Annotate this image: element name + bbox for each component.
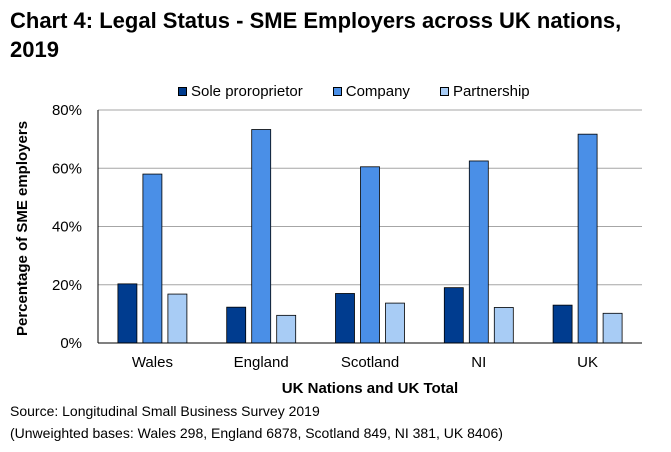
legend-label-sole-proprietor: Sole proroprietor: [191, 82, 303, 100]
y-tick-label-80: 80%: [52, 102, 82, 119]
legend-item-company: Company: [332, 82, 410, 100]
legend-swatch-sole-proprietor: [178, 86, 187, 96]
bar-sole-proroprietor-ni: [443, 287, 464, 344]
legend-label-partnership: Partnership: [452, 82, 530, 100]
chart-legend: Sole proroprietor Company Partnership: [178, 81, 560, 101]
x-axis-title: UK Nations and UK Total: [282, 380, 458, 397]
x-tick-label-uk: UK: [577, 354, 598, 371]
bar-partnership-ni: [493, 307, 514, 344]
bar-company-wales: [142, 173, 163, 344]
legend-swatch-company: [332, 86, 342, 96]
source-note: Source: Longitudinal Small Business Surv…: [10, 403, 320, 419]
bar-partnership-uk: [602, 312, 623, 344]
x-tick-label-ni: NI: [471, 354, 486, 371]
bar-sole-proroprietor-wales: [117, 283, 138, 344]
bar-partnership-england: [276, 314, 297, 344]
y-tick-label-60: 60%: [52, 160, 82, 177]
x-tick-label-england: England: [234, 354, 289, 371]
bar-sole-proroprietor-uk: [552, 304, 573, 344]
x-tick-label-scotland: Scotland: [341, 354, 399, 371]
bar-sole-proroprietor-scotland: [335, 293, 355, 344]
chart-title: Chart 4: Legal Status - SME Employers ac…: [10, 8, 622, 62]
legend-swatch-partnership: [439, 86, 449, 96]
bases-note: (Unweighted bases: Wales 298, England 68…: [10, 425, 503, 441]
bar-partnership-wales: [167, 293, 188, 344]
y-axis-title: Percentage of SME employers: [14, 121, 31, 336]
legend-label-company: Company: [345, 82, 410, 100]
y-tick-label-40: 40%: [52, 219, 82, 236]
bar-sole-proroprietor-england: [226, 306, 247, 344]
x-tick-label-wales: Wales: [132, 354, 173, 371]
y-tick-label-0: 0%: [60, 335, 82, 352]
bar-company-uk: [577, 133, 598, 344]
y-tick-label-20: 20%: [52, 277, 82, 294]
legend-item-sole-proprietor: Sole proroprietor: [178, 83, 303, 100]
legend-item-partnership: Partnership: [439, 82, 530, 100]
bar-company-england: [251, 129, 272, 344]
bar-partnership-scotland: [385, 302, 405, 344]
bar-company-scotland: [360, 166, 380, 344]
bar-company-ni: [468, 160, 489, 344]
